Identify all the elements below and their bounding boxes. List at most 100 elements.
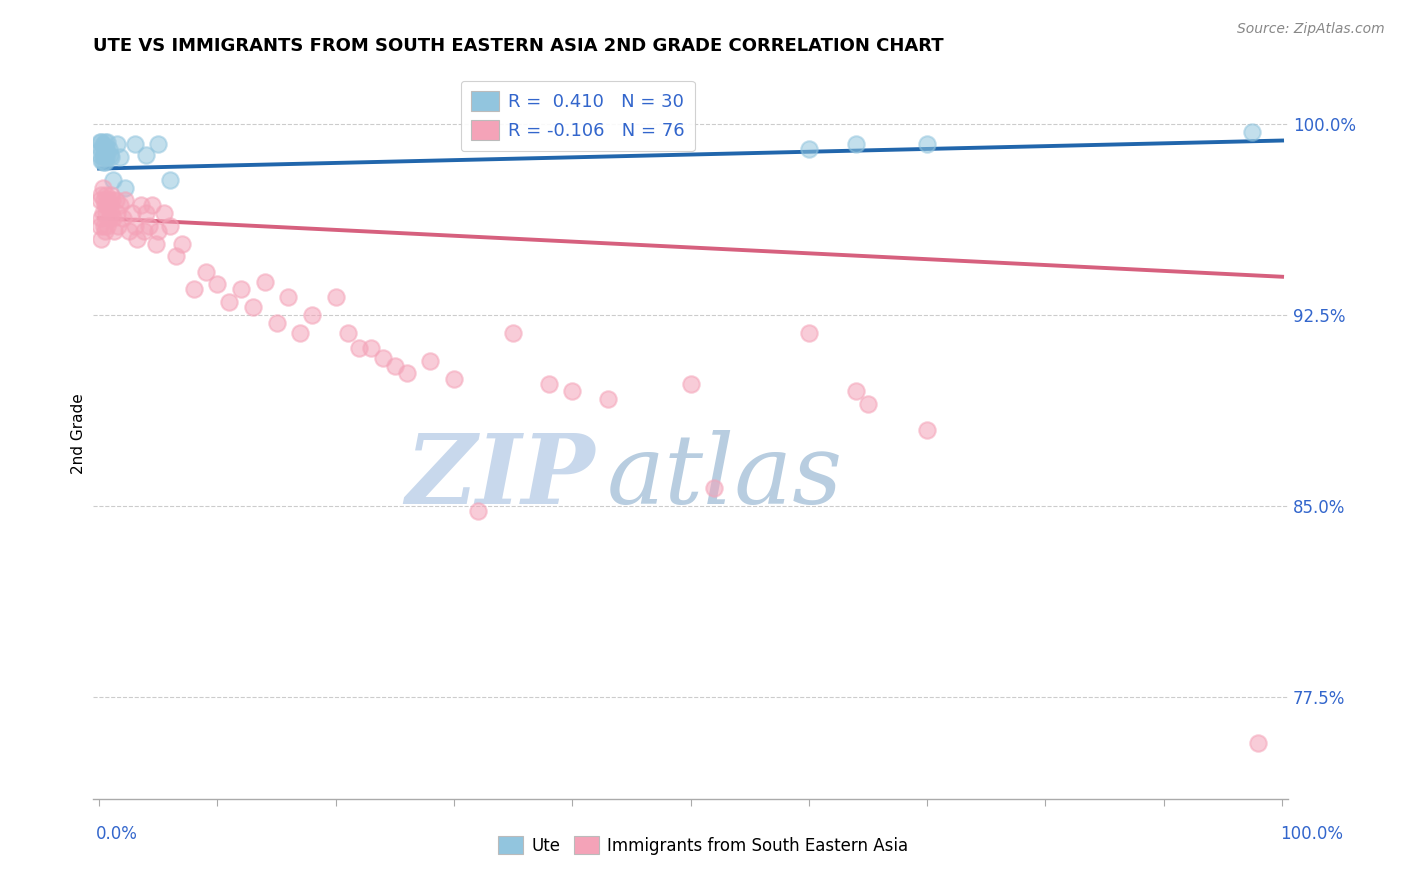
- Point: [349, 341, 371, 355]
- Point: [153, 206, 176, 220]
- Point: [679, 376, 702, 391]
- Point: [89, 135, 111, 149]
- Point: [96, 206, 118, 220]
- Point: [110, 198, 132, 212]
- Point: [360, 341, 382, 355]
- Point: [1241, 125, 1264, 139]
- Point: [159, 219, 181, 233]
- Text: Source: ZipAtlas.com: Source: ZipAtlas.com: [1237, 22, 1385, 37]
- Point: [1247, 736, 1270, 750]
- Point: [96, 188, 118, 202]
- Point: [98, 147, 121, 161]
- Point: [90, 211, 112, 226]
- Point: [537, 376, 560, 391]
- Point: [96, 219, 118, 233]
- Point: [207, 277, 229, 292]
- Point: [124, 137, 146, 152]
- Y-axis label: 2nd Grade: 2nd Grade: [72, 393, 86, 474]
- Point: [93, 219, 115, 233]
- Point: [797, 143, 820, 157]
- Point: [502, 326, 524, 340]
- Point: [443, 371, 465, 385]
- Point: [290, 326, 312, 340]
- Point: [103, 224, 125, 238]
- Point: [135, 147, 157, 161]
- Point: [132, 224, 155, 238]
- Point: [915, 423, 938, 437]
- Point: [94, 155, 117, 169]
- Point: [419, 353, 441, 368]
- Point: [91, 155, 114, 169]
- Point: [100, 150, 122, 164]
- Point: [165, 249, 187, 263]
- Point: [90, 231, 112, 245]
- Point: [121, 206, 143, 220]
- Point: [97, 211, 120, 226]
- Point: [101, 194, 124, 208]
- Point: [107, 219, 129, 233]
- Point: [129, 198, 152, 212]
- Point: [111, 211, 134, 226]
- Point: [91, 206, 114, 220]
- Point: [100, 188, 122, 202]
- Legend: R =  0.410   N = 30, R = -0.106   N = 76: R = 0.410 N = 30, R = -0.106 N = 76: [461, 80, 695, 151]
- Point: [325, 290, 347, 304]
- Point: [242, 301, 264, 315]
- Point: [89, 147, 111, 161]
- Point: [97, 143, 120, 157]
- Point: [114, 194, 136, 208]
- Point: [98, 198, 121, 212]
- Point: [277, 290, 299, 304]
- Point: [93, 150, 115, 164]
- Point: [183, 283, 205, 297]
- Point: [90, 153, 112, 167]
- Point: [170, 236, 193, 251]
- Point: [94, 198, 117, 212]
- Point: [105, 206, 128, 220]
- Point: [93, 143, 115, 157]
- Point: [103, 173, 125, 187]
- Point: [845, 137, 868, 152]
- Point: [145, 236, 167, 251]
- Point: [93, 194, 115, 208]
- Point: [96, 143, 118, 157]
- Point: [118, 224, 141, 238]
- Point: [91, 180, 114, 194]
- Point: [94, 135, 117, 149]
- Point: [229, 283, 252, 297]
- Point: [845, 384, 868, 399]
- Point: [194, 265, 217, 279]
- Point: [148, 137, 170, 152]
- Point: [124, 219, 146, 233]
- Point: [467, 504, 489, 518]
- Text: ZIP: ZIP: [405, 430, 595, 524]
- Point: [371, 351, 394, 366]
- Point: [94, 224, 117, 238]
- Point: [90, 135, 112, 149]
- Point: [110, 150, 132, 164]
- Point: [103, 211, 125, 226]
- Point: [703, 481, 725, 495]
- Point: [596, 392, 619, 406]
- Point: [89, 194, 111, 208]
- Point: [301, 308, 323, 322]
- Point: [384, 359, 406, 373]
- Point: [138, 219, 160, 233]
- Point: [797, 326, 820, 340]
- Point: [100, 206, 122, 220]
- Point: [90, 143, 112, 157]
- Point: [89, 219, 111, 233]
- Point: [125, 231, 148, 245]
- Point: [91, 147, 114, 161]
- Point: [141, 198, 163, 212]
- Point: [253, 275, 276, 289]
- Point: [395, 367, 418, 381]
- Point: [96, 150, 118, 164]
- Point: [266, 316, 288, 330]
- Point: [105, 137, 128, 152]
- Text: atlas: atlas: [607, 430, 844, 524]
- Point: [336, 326, 359, 340]
- Point: [96, 198, 118, 212]
- Point: [148, 224, 170, 238]
- Point: [96, 135, 118, 149]
